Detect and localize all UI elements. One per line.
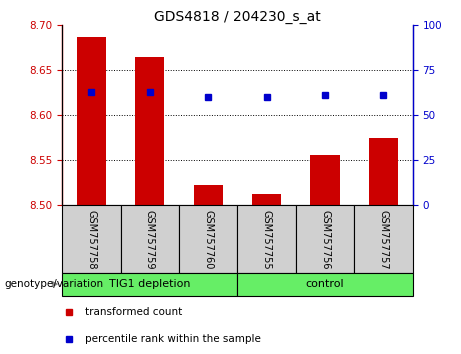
Bar: [77, 38, 106, 205]
Text: genotype/variation: genotype/variation: [5, 279, 104, 289]
Bar: [296, 205, 354, 273]
Bar: [62, 205, 121, 273]
Text: GSM757760: GSM757760: [203, 210, 213, 269]
Text: transformed count: transformed count: [85, 307, 182, 317]
Text: GSM757755: GSM757755: [261, 210, 272, 270]
Text: GSM757758: GSM757758: [86, 210, 96, 269]
Bar: [121, 205, 179, 273]
Bar: [237, 273, 413, 296]
Text: GSM757756: GSM757756: [320, 210, 330, 269]
Title: GDS4818 / 204230_s_at: GDS4818 / 204230_s_at: [154, 10, 321, 24]
Text: TIG1 depletion: TIG1 depletion: [109, 279, 190, 289]
Bar: [252, 194, 281, 205]
Text: GSM757759: GSM757759: [145, 210, 155, 269]
Bar: [369, 138, 398, 205]
Text: GSM757757: GSM757757: [378, 210, 389, 270]
Bar: [194, 184, 223, 205]
Bar: [62, 273, 237, 296]
Bar: [310, 155, 340, 205]
Bar: [135, 57, 165, 205]
Text: percentile rank within the sample: percentile rank within the sample: [85, 335, 261, 344]
Bar: [354, 205, 413, 273]
Bar: [179, 205, 237, 273]
Bar: [237, 205, 296, 273]
Text: control: control: [306, 279, 344, 289]
